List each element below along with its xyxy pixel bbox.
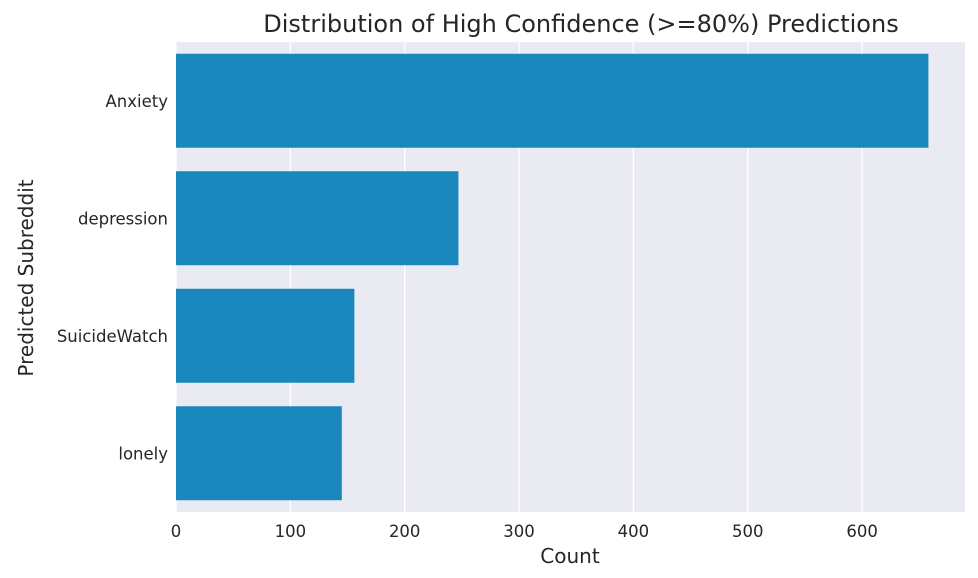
bars [176, 53, 929, 501]
x-tick-label: 400 [618, 522, 650, 541]
y-tick-label: lonely [118, 444, 168, 463]
y-tick-label: Anxiety [106, 92, 169, 111]
x-tick-labels: 0 100 200 300 400 500 600 [171, 522, 878, 541]
bar-depression [176, 171, 459, 266]
x-tick-label: 0 [171, 522, 182, 541]
y-tick-label: depression [78, 209, 168, 228]
x-tick-label: 200 [389, 522, 421, 541]
x-axis-title: Count [540, 544, 600, 568]
y-tick-labels: Anxiety depression SuicideWatch lonely [57, 92, 168, 464]
bar-suicidewatch [176, 288, 355, 383]
x-tick-label: 100 [275, 522, 307, 541]
x-tick-label: 600 [846, 522, 878, 541]
bar-lonely [176, 406, 342, 501]
x-tick-label: 500 [732, 522, 764, 541]
chart-title: Distribution of High Confidence (>=80%) … [263, 10, 898, 38]
y-tick-label: SuicideWatch [57, 327, 168, 346]
bar-anxiety [176, 53, 929, 148]
x-tick-label: 300 [503, 522, 535, 541]
y-axis-title: Predicted Subreddit [14, 179, 38, 376]
